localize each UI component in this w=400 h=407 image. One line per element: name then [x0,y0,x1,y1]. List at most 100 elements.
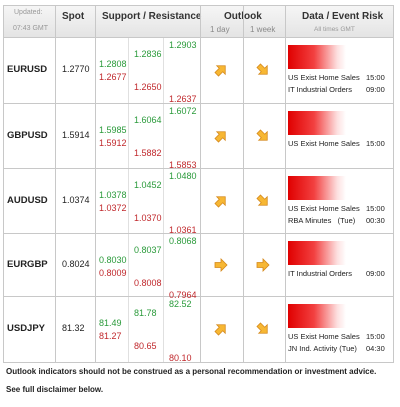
col-border [55,5,56,362]
event-bar [288,45,346,69]
col-border [393,5,394,362]
outlook-arrow [214,324,226,336]
outlook-1day: 1 day [210,25,230,34]
resistance: 1.6072 [169,106,197,116]
data-header: Data / Event Risk [302,11,384,22]
support: 1.2637 [169,94,197,104]
resistance: 0.8068 [169,236,197,246]
resistance: 1.0480 [169,171,197,181]
pair: EURUSD [7,64,48,75]
event-name: IT Industrial Orders [288,269,353,278]
event-name: RBA Minutes (Tue) [288,216,356,225]
outlook-arrow [256,128,268,141]
row-border [3,103,394,104]
event-time: 09:00 [366,269,385,278]
outlook-arrow [214,130,226,143]
support: 1.0370 [134,213,162,223]
resistance: 1.0452 [134,180,162,190]
spot: 1.2770 [62,64,90,74]
sub-border [163,37,164,362]
row-border [3,296,394,297]
resistance: 82.52 [169,299,192,309]
sub-border [128,37,129,362]
updated-label: Updated: [14,9,43,16]
support: 1.0361 [169,225,197,235]
event-time: 15:00 [366,204,385,213]
outlook-arrow [256,63,268,75]
times-note: All times GMT [314,26,355,33]
support: 81.27 [99,331,122,341]
spot: 1.5914 [62,129,90,140]
event-bar [288,241,346,265]
resistance: 81.78 [134,308,157,318]
spot: 81.32 [62,323,85,333]
spot-header: Spot [62,11,85,22]
outlook-arrow [214,195,226,208]
event-name: US Exist Home Sales [288,139,360,148]
col-border [3,5,4,362]
outlook-arrow [214,257,228,272]
event-name: US Exist Home Sales [288,73,360,82]
support: 0.8008 [134,278,162,288]
event-time: 04:30 [366,344,385,353]
resistance: 1.0378 [99,190,127,200]
spot: 1.0374 [62,194,90,205]
resistance: 1.2836 [134,49,162,59]
resistance: 81.49 [99,318,122,328]
pair: AUDUSD [7,194,48,206]
outlook-arrow [256,322,268,334]
row-border [3,37,394,38]
resistance: 1.5985 [99,125,127,135]
updated-time: 07:43 GMT [13,25,49,32]
spot: 0.8024 [62,258,90,269]
resistance: 0.8030 [99,255,127,265]
resistance: 0.8037 [134,245,162,255]
event-name: JN Ind. Activity (Tue) [288,344,357,353]
outlook-arrow [256,193,268,206]
support: 0.8009 [99,268,127,278]
event-bar [288,111,346,135]
event-name: US Exist Home Sales [288,332,360,341]
pair: USDJPY [7,323,46,334]
col-border [285,5,286,362]
outlook-header: Outlook [224,11,262,22]
support: 1.5882 [134,148,162,158]
event-name: IT Industrial Orders [288,85,353,94]
row-border [3,5,394,6]
header-bg [3,5,393,37]
support: 1.2650 [134,82,162,92]
event-time: 00:30 [366,216,385,225]
footer-line: See full disclaimer below. [6,385,104,394]
resistance: 1.2903 [169,40,197,50]
resistance: 1.6064 [134,115,162,125]
col-border [243,5,244,362]
row-border [3,168,394,169]
support: 1.5853 [169,160,197,170]
support: 1.5912 [99,138,127,148]
footer-line: Outlook indicators should not be constru… [6,367,377,376]
pair: GBPUSD [7,129,48,141]
outlook-arrow [214,65,226,77]
event-time: 15:00 [366,332,385,341]
event-time: 15:00 [366,139,385,148]
row-border [3,362,394,363]
event-bar [288,304,346,328]
event-time: 09:00 [366,85,385,94]
support: 80.10 [169,353,192,363]
col-border [95,5,96,362]
event-bar [288,176,346,200]
support: 1.0372 [99,203,127,213]
support: 1.2677 [99,72,127,82]
row-border [3,233,394,234]
resistance: 1.2808 [99,59,127,69]
outlook-arrow [256,257,270,272]
event-time: 15:00 [366,73,385,82]
support: 80.65 [134,341,157,351]
pair: EURGBP [7,258,48,270]
support: 0.7964 [169,290,197,300]
event-name: US Exist Home Sales [288,204,360,213]
col-border [200,5,201,362]
outlook-1week: 1 week [250,25,276,34]
sr-header: Support / Resistance [102,11,202,22]
